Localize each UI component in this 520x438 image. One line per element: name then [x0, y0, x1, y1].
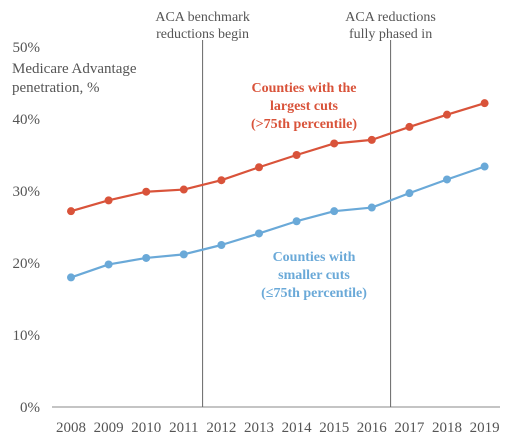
series-line-largest: [70, 102, 485, 213]
data-point-smaller: [292, 217, 301, 226]
data-point-largest: [330, 139, 339, 148]
y-tick-label: 30%: [13, 184, 41, 200]
series-label-largest-line1: Counties with the: [251, 81, 356, 96]
y-tick-labels: 0% 10% 20% 30% 40% 50%: [13, 40, 41, 416]
data-point-largest: [480, 99, 489, 108]
y-axis-label-line2: penetration, %: [12, 80, 99, 96]
x-tick-label: 2019: [470, 420, 500, 436]
data-point-largest: [104, 196, 113, 205]
y-tick-label: 10%: [13, 328, 41, 344]
data-point-smaller: [104, 260, 113, 269]
y-tick-label: 20%: [13, 256, 41, 272]
x-tick-label: 2016: [357, 420, 388, 436]
series-smaller-cuts: [67, 162, 489, 282]
data-point-largest: [255, 163, 263, 172]
series-line-smaller: [70, 165, 485, 279]
series-label-largest-line3: (>75th percentile): [251, 117, 357, 132]
x-tick-labels: 2008 2009 2010 2011 2012 2013 2014 2015 2016 2017…: [56, 420, 500, 436]
data-point-largest: [142, 187, 151, 196]
series-label-largest-line2: largest cuts: [270, 99, 339, 114]
data-point-smaller: [330, 207, 339, 216]
data-point-largest: [443, 110, 451, 119]
data-point-largest: [67, 207, 75, 216]
x-tick-label: 2015: [319, 420, 349, 436]
annotation-benchmark-line2: reductions begin: [156, 27, 249, 42]
data-point-smaller: [405, 189, 414, 198]
series-label-smaller-line2: smaller cuts: [278, 268, 350, 283]
data-point-largest: [367, 135, 376, 144]
x-tick-label: 2012: [206, 420, 236, 436]
data-point-smaller: [142, 253, 151, 262]
data-point-smaller: [367, 203, 376, 212]
y-tick-label: 40%: [13, 112, 41, 128]
annotation-phased-in-line1: ACA reductions: [345, 10, 436, 25]
data-point-largest: [405, 122, 414, 131]
annotation-benchmark-line1: ACA benchmark: [155, 10, 249, 25]
x-tick-label: 2013: [244, 420, 274, 436]
x-tick-label: 2010: [131, 420, 161, 436]
annotation-phased-in-line2: fully phased in: [349, 27, 432, 42]
data-point-largest: [179, 185, 188, 194]
x-tick-label: 2018: [432, 420, 462, 436]
data-point-largest: [292, 151, 301, 159]
y-axis-label-line1: Medicare Advantage: [12, 61, 137, 77]
x-tick-label: 2011: [169, 420, 198, 436]
y-tick-label: 0%: [20, 400, 40, 416]
data-point-smaller: [255, 229, 263, 238]
data-point-smaller: [443, 175, 451, 184]
x-tick-label: 2017: [394, 420, 425, 436]
series-label-smaller-line1: Counties with: [273, 250, 356, 265]
data-point-largest: [217, 176, 226, 185]
series-label-smaller-line3: (≤75th percentile): [261, 286, 367, 301]
x-tick-label: 2008: [56, 420, 86, 436]
x-tick-label: 2014: [282, 420, 313, 436]
data-point-smaller: [217, 241, 226, 249]
data-point-smaller: [179, 250, 188, 259]
series-largest-cuts: [67, 99, 489, 216]
x-tick-label: 2009: [94, 420, 124, 436]
y-tick-label: 50%: [13, 40, 41, 56]
data-point-smaller: [480, 162, 489, 171]
data-point-smaller: [67, 273, 75, 282]
